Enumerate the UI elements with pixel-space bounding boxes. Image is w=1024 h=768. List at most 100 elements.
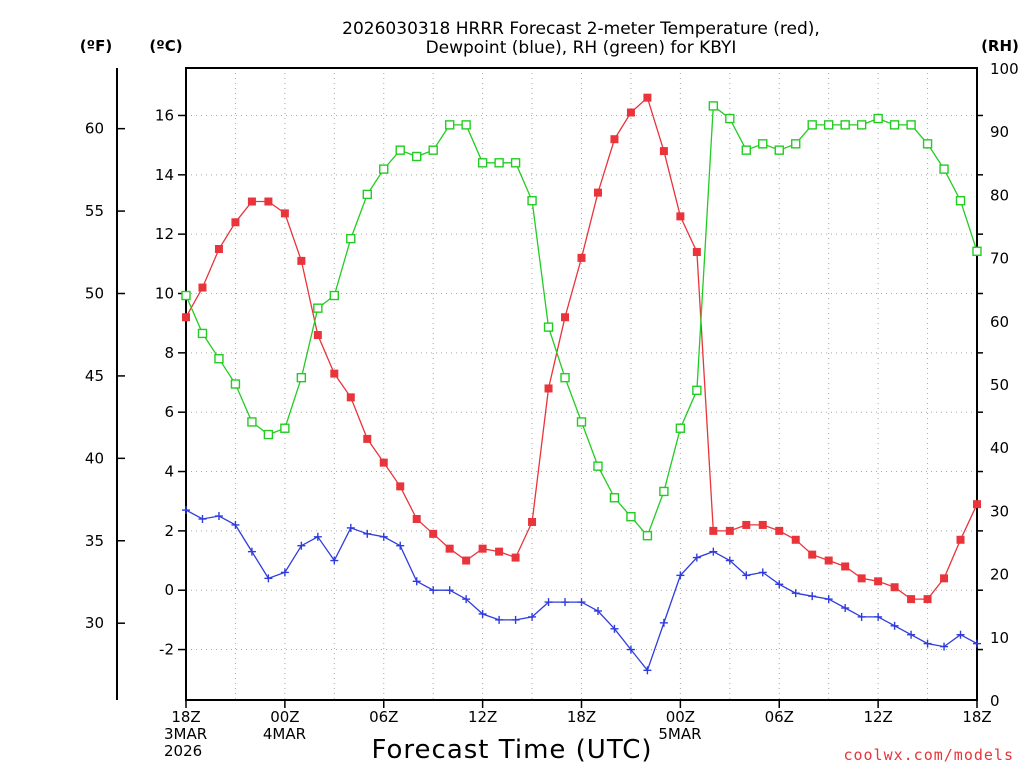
x-tick-label: 4MAR	[263, 725, 306, 743]
rh-point	[856, 120, 867, 130]
dewpoint-c-point	[758, 568, 767, 577]
celsius-tick-label: 0	[164, 581, 174, 599]
rh-point	[280, 423, 290, 433]
dewpoint-c-point	[626, 645, 635, 654]
temperature-c-point	[330, 369, 339, 378]
dewpoint-c-point	[857, 612, 866, 621]
temperature-c-point	[593, 188, 602, 197]
temperature-c-point	[412, 515, 421, 524]
dewpoint-c-point	[874, 612, 883, 621]
fahrenheit-tick-label: 30	[85, 614, 104, 632]
dewpoint-c-point	[610, 624, 619, 633]
celsius-tick-label: 10	[155, 285, 174, 303]
temperature-c-point	[857, 574, 866, 583]
dewpoint-c-point	[429, 586, 438, 595]
rh-point	[823, 120, 834, 130]
dewpoint-c-point	[709, 547, 718, 556]
x-tick-label: 06Z	[369, 708, 398, 726]
celsius-tick-label: 6	[164, 403, 174, 421]
x-tick-label: 3MAR	[164, 725, 207, 743]
temperature-c-point	[775, 526, 784, 535]
temperature-c-point	[956, 535, 965, 544]
rh-point	[725, 113, 735, 124]
rh-point	[692, 385, 702, 396]
temperature-c-point	[280, 209, 289, 218]
rh-point	[543, 322, 554, 332]
dewpoint-c-point	[495, 615, 504, 624]
temperature-c-point	[495, 547, 504, 556]
rh-point	[230, 379, 241, 389]
rh-point	[642, 530, 653, 541]
rh-point	[313, 303, 323, 313]
temperature-c-point	[544, 384, 553, 393]
dewpoint-c-point	[956, 630, 965, 639]
rh-point	[922, 139, 933, 149]
rh-point	[576, 417, 587, 427]
temperature-c-point	[874, 577, 883, 586]
temperature-c-point	[923, 595, 932, 604]
temperature-c-point	[758, 520, 767, 529]
celsius-tick-label: 16	[155, 106, 174, 124]
temperature-c-point	[511, 553, 520, 562]
rh-point	[510, 158, 521, 168]
dewpoint-c-point	[445, 586, 454, 595]
rh-point	[527, 196, 537, 206]
rh-point	[444, 120, 455, 130]
rh-tick-label: 40	[990, 439, 1009, 457]
fahrenheit-tick-label: 40	[85, 449, 104, 467]
rh-point	[296, 372, 307, 383]
temperature-c-point	[940, 574, 949, 583]
temperature-c-point	[643, 93, 652, 102]
dewpoint-c-point	[528, 612, 537, 621]
temperature-c-point	[791, 535, 800, 544]
dewpoint-c-point	[280, 568, 289, 577]
fahrenheit-tick-label: 50	[85, 285, 104, 303]
data-series	[181, 93, 982, 675]
dewpoint-c-point	[791, 589, 800, 598]
rh-point	[708, 101, 719, 111]
rh-point	[889, 120, 900, 130]
dewpoint-c-point	[544, 598, 553, 607]
rh-unit-label: (RH)	[981, 37, 1019, 55]
temperature-c-point	[396, 482, 405, 491]
dewpoint-c-point	[808, 592, 817, 601]
dewpoint-c-point	[462, 595, 471, 604]
rh-point	[659, 486, 669, 497]
rh-point	[494, 158, 504, 168]
rh-tick-label: 100	[990, 60, 1019, 78]
fahrenheit-unit-label: (ºF)	[80, 37, 112, 55]
dewpoint-c-point	[412, 577, 421, 586]
celsius-tick-label: 8	[164, 344, 174, 362]
temperature-c-point	[577, 253, 586, 262]
temperature-c-point	[561, 313, 570, 322]
x-tick-label: 12Z	[863, 708, 892, 726]
temperature-c-point	[231, 218, 240, 227]
temperature-c-point	[429, 529, 438, 538]
dewpoint-c-point	[330, 556, 339, 565]
dewpoint-c-point	[940, 642, 949, 651]
fahrenheit-tick-label: 60	[85, 120, 104, 138]
temperature-c-point	[445, 544, 454, 553]
dewpoint-c-point	[824, 595, 833, 604]
temperature-c-point	[313, 331, 322, 340]
x-tick-label: 18Z	[962, 708, 991, 726]
axes	[116, 67, 983, 708]
x-tick-label: 18Z	[171, 708, 200, 726]
rh-tick-label: 50	[990, 376, 1009, 394]
rh-tick-label: 30	[990, 502, 1009, 520]
temperature-c-point	[214, 244, 223, 253]
dewpoint-c-point	[297, 541, 306, 550]
dewpoint-c-point	[973, 639, 981, 648]
rh-tick-label: 90	[990, 123, 1009, 141]
rh-point	[972, 246, 982, 256]
fahrenheit-tick-label: 55	[85, 202, 104, 220]
rh-tick-label: 80	[990, 186, 1009, 204]
temperature-c-point	[182, 313, 190, 322]
credit-text: coolwx.com/models	[843, 746, 1014, 764]
dewpoint-c-point	[577, 598, 586, 607]
rh-point	[955, 196, 966, 206]
temperature-c-point	[478, 544, 487, 553]
dewpoint-c-point	[247, 547, 256, 556]
dewpoint-c-point	[396, 541, 405, 550]
